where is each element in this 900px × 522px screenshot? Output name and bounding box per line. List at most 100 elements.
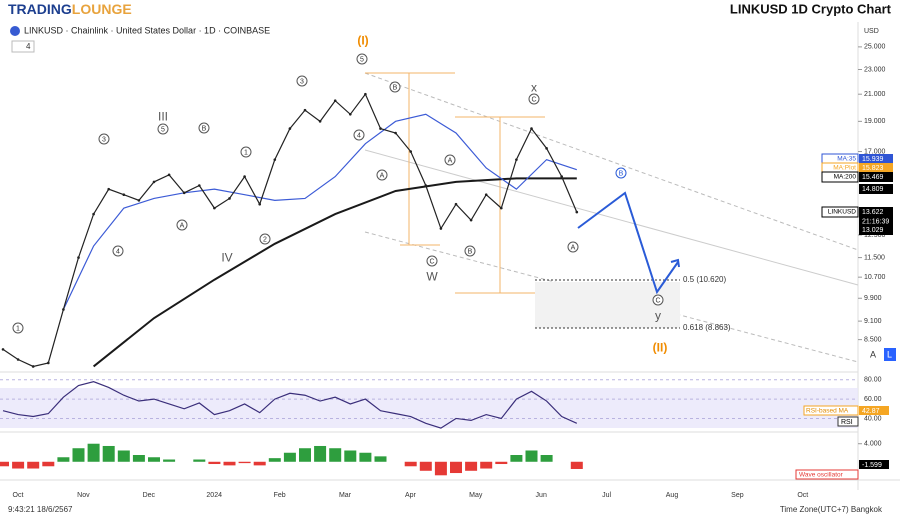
close-point: [31, 365, 35, 368]
wave-label: B: [619, 170, 624, 177]
x-tick-label: 2024: [206, 492, 222, 499]
close-point: [394, 131, 397, 135]
wave-circle: [615, 167, 627, 179]
osc-last-bg: [859, 460, 889, 469]
wave-circle: [198, 122, 210, 134]
wave-circle: [296, 75, 308, 87]
log-button[interactable]: L: [887, 349, 892, 359]
x-tick-label: May: [469, 492, 483, 499]
close-point: [228, 197, 231, 200]
wave-label: 4: [116, 248, 120, 255]
rsi-ma-value-bg: [859, 406, 889, 415]
symbol-icon: [10, 26, 20, 36]
wave-label: 1: [16, 325, 20, 332]
channel-line: [364, 72, 859, 251]
channel-line: [364, 149, 859, 286]
logo-part: LOUNGE: [72, 1, 132, 17]
y-tick-label: 23.000: [864, 66, 886, 73]
close-point: [92, 212, 95, 216]
close-point: [1, 348, 5, 351]
badge-value: 13.622: [862, 209, 884, 216]
osc-bar: [163, 459, 176, 462]
close-point: [575, 210, 579, 214]
badge-time: 21:16:39: [862, 218, 889, 225]
osc-bar: [525, 450, 538, 462]
badge-label-bg: [821, 171, 859, 183]
osc-bar: [344, 450, 357, 462]
badge-bg: [859, 207, 893, 217]
wave-circle: [98, 133, 110, 145]
wave-label: 1: [244, 149, 248, 156]
badge-value: 13.029: [862, 227, 884, 234]
osc-bar: [253, 461, 266, 466]
wave-circle: [240, 146, 252, 158]
badge-label-bg: [821, 206, 859, 218]
close-point: [243, 175, 246, 178]
osc-bar: [268, 458, 281, 462]
projection-arrowhead: [670, 258, 680, 268]
osc-bar: [238, 461, 251, 464]
rsi-tick-label: 40.00: [864, 415, 882, 422]
rsi-ma-badge-bg: [803, 405, 859, 416]
osc-bar: [329, 448, 342, 462]
close-point: [122, 193, 126, 196]
osc-bar: [132, 455, 145, 462]
close-point: [560, 175, 563, 178]
logo: TRADINGLOUNGE: [8, 1, 132, 17]
wave-label: A: [448, 157, 453, 164]
osc-bar: [117, 450, 130, 462]
wave-label: (II): [653, 341, 668, 355]
badge-bg: [859, 154, 893, 164]
indicator-box[interactable]: [11, 40, 35, 53]
close-point: [530, 127, 533, 130]
close-point: [62, 308, 65, 311]
osc-bar: [208, 461, 221, 465]
osc-name: Wave oscillator: [799, 472, 844, 479]
wave-label: y: [655, 309, 661, 323]
rsi-line: [2, 381, 578, 429]
x-tick-label: Sep: [731, 492, 744, 499]
close-point: [273, 158, 277, 161]
wave-label: 2: [263, 236, 267, 243]
log-button-bg[interactable]: [884, 348, 896, 361]
badge-label: LINKUSD: [828, 209, 856, 216]
badge-value: 14.809: [862, 186, 884, 193]
close-point: [288, 127, 292, 130]
close-point: [484, 193, 488, 196]
rsi-ma-value: 42.87: [862, 408, 880, 415]
y-tick-label: 9.100: [864, 318, 882, 325]
badge-time-bg: [859, 217, 893, 226]
osc-bar: [314, 445, 327, 462]
rsi-band: [0, 388, 858, 428]
wave-circle: [353, 129, 365, 141]
x-tick-label: Jun: [536, 492, 547, 499]
osc-bar: [148, 457, 160, 462]
wave-circle: [12, 322, 24, 334]
auto-button[interactable]: A: [870, 349, 876, 359]
osc-bar: [404, 461, 417, 467]
osc-bar: [57, 457, 70, 462]
osc-bar: [299, 448, 311, 462]
osc-bar: [450, 461, 462, 474]
wave-circle: [356, 53, 368, 65]
close-point: [107, 187, 110, 191]
close-point: [379, 127, 382, 130]
osc-bar: [510, 455, 523, 462]
wave-label: 5: [161, 126, 165, 133]
osc-bar: [283, 452, 296, 462]
wave-label: IV: [221, 251, 232, 265]
close-point: [213, 206, 216, 210]
osc-bar: [12, 461, 25, 469]
rsi-label-bg: [837, 416, 859, 427]
osc-bar: [374, 456, 387, 462]
wave-label: C: [429, 258, 434, 265]
wave-label: B: [202, 125, 207, 132]
wave-circle: [376, 169, 388, 181]
wave-circle: [389, 81, 401, 93]
wave-label: 3: [102, 136, 106, 143]
wave-label: III: [158, 110, 168, 124]
osc-bar: [87, 443, 100, 462]
close-point: [182, 191, 186, 195]
